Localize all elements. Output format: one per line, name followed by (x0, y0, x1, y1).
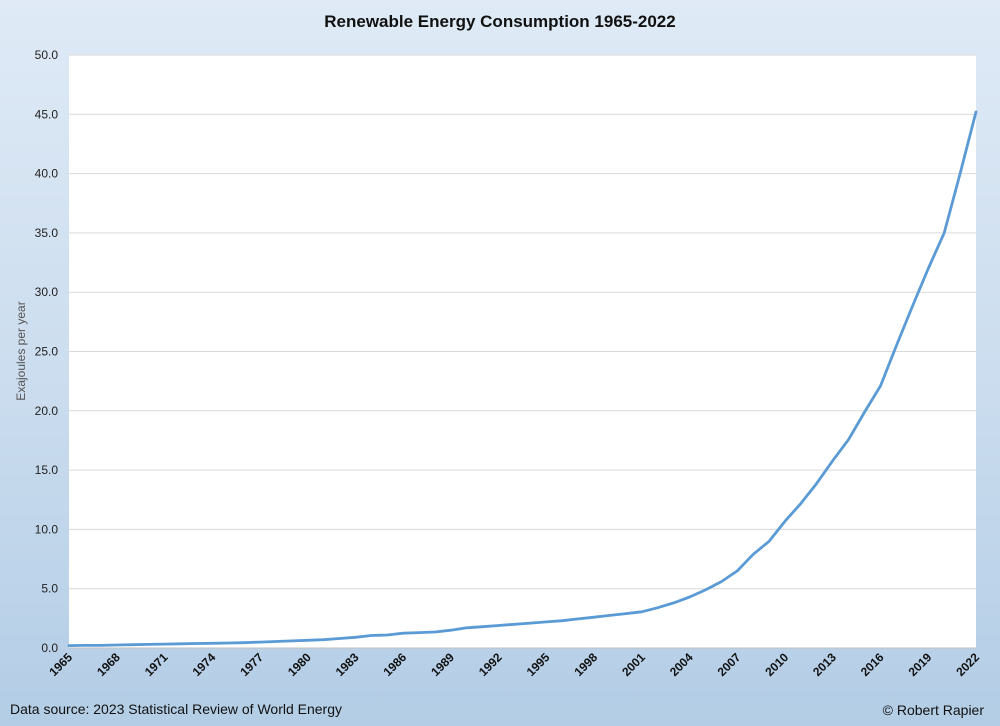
x-tick-label: 1974 (190, 650, 219, 679)
x-tick-label: 1995 (524, 650, 553, 679)
y-tick-label: 35.0 (35, 226, 59, 240)
x-tick-label: 1998 (571, 650, 600, 679)
x-tick-label: 1968 (94, 650, 123, 679)
y-tick-label: 5.0 (41, 582, 58, 596)
chart-title: Renewable Energy Consumption 1965-2022 (324, 12, 676, 31)
x-tick-label: 1980 (285, 650, 314, 679)
x-tick-label: 2016 (858, 650, 887, 679)
y-tick-label: 20.0 (35, 404, 59, 418)
x-tick-label: 2004 (667, 650, 696, 679)
x-tick-label: 1986 (380, 650, 409, 679)
y-tick-label: 10.0 (35, 522, 59, 536)
series-line-0 (67, 110, 978, 647)
x-tick-label: 2007 (715, 650, 744, 679)
y-tick-label: 40.0 (35, 167, 59, 181)
y-tick-label: 25.0 (35, 345, 59, 359)
x-tick-label: 1971 (142, 650, 171, 679)
x-tick-label: 1983 (333, 650, 362, 679)
x-tick-label: 2001 (619, 650, 648, 679)
y-tick-label: 50.0 (35, 48, 59, 62)
x-tick-label: 2019 (906, 650, 935, 679)
x-tick-label: 1992 (476, 650, 505, 679)
copyright-credit: © Robert Rapier (882, 702, 984, 718)
x-tick-label: 2013 (810, 650, 839, 679)
x-tick-label: 1989 (428, 650, 457, 679)
x-tick-label: 2010 (762, 650, 791, 679)
data-source-note: Data source: 2023 Statistical Review of … (10, 701, 343, 717)
y-tick-label: 0.0 (41, 641, 58, 655)
y-axis-label: Exajoules per year (14, 301, 28, 400)
x-tick-label: 2022 (953, 650, 982, 679)
x-tick-label: 1977 (237, 650, 266, 679)
y-tick-label: 15.0 (35, 463, 59, 477)
y-tick-label: 30.0 (35, 285, 59, 299)
y-tick-label: 45.0 (35, 107, 59, 121)
